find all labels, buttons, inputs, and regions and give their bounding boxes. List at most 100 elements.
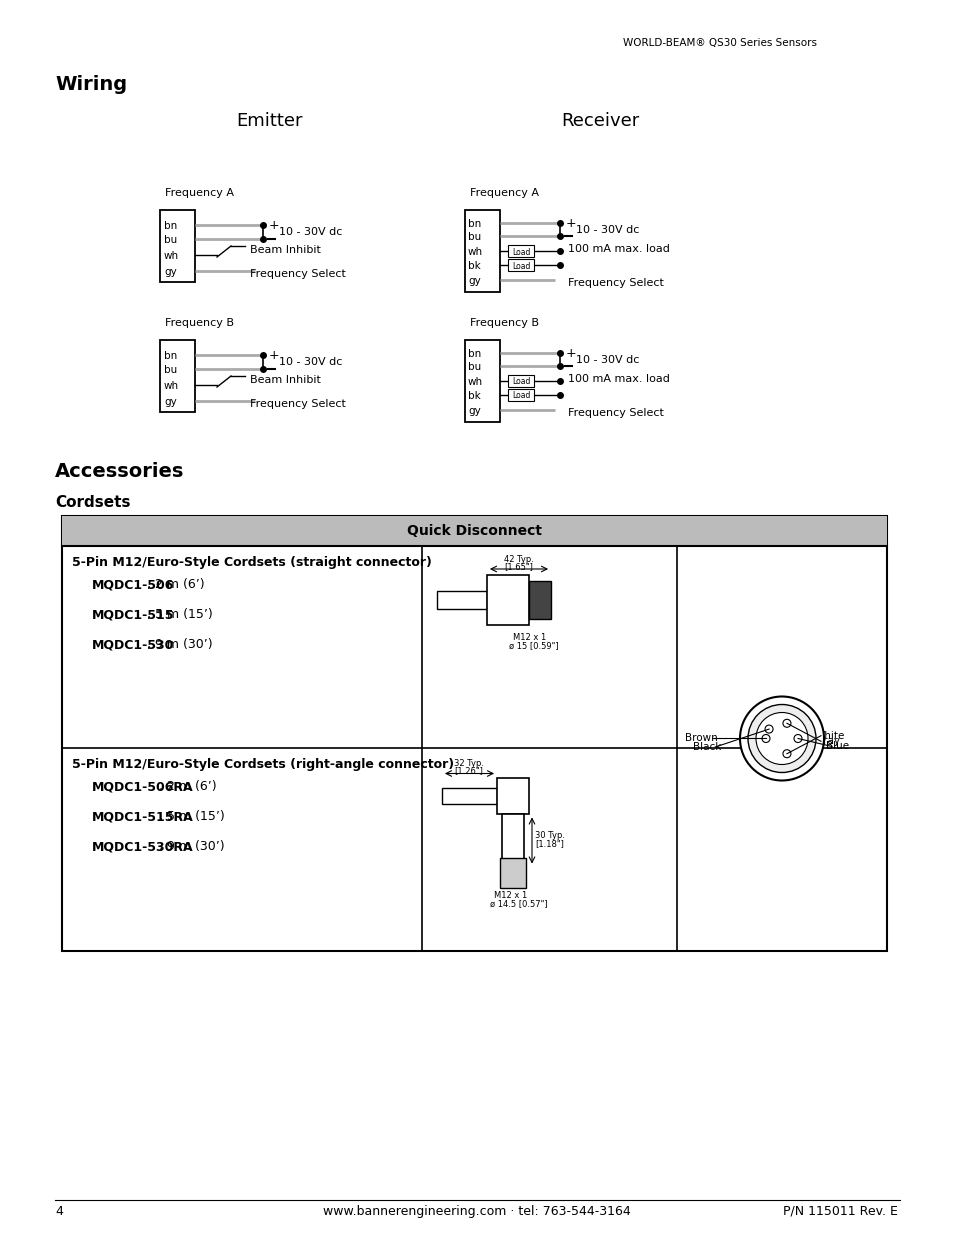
Text: M12 x 1: M12 x 1 (513, 634, 546, 642)
Bar (486, 576, 529, 625)
Text: wh: wh (468, 247, 482, 257)
Text: [1.26"]: [1.26"] (454, 767, 483, 776)
Text: Cordsets: Cordsets (55, 495, 131, 510)
Text: P/N 115011 Rev. E: P/N 115011 Rev. E (782, 1205, 897, 1218)
Text: MQDC1-506RA: MQDC1-506RA (91, 781, 193, 794)
Text: bu: bu (468, 362, 480, 372)
Text: gy: gy (468, 406, 480, 416)
Text: MQDC1-515: MQDC1-515 (91, 608, 174, 621)
Text: gy: gy (164, 267, 176, 277)
Text: 10 - 30V dc: 10 - 30V dc (278, 357, 342, 367)
Text: Emitter: Emitter (236, 112, 303, 130)
Text: Blue: Blue (825, 741, 848, 752)
Text: gy: gy (468, 275, 480, 287)
Text: , 9 m (30’): , 9 m (30’) (147, 638, 213, 651)
Text: 32 Typ.: 32 Typ. (454, 760, 483, 768)
Text: bk: bk (468, 391, 480, 401)
Text: bn: bn (468, 350, 480, 359)
Text: bu: bu (468, 232, 480, 242)
Text: bu: bu (164, 235, 177, 245)
Text: MQDC1-530RA: MQDC1-530RA (91, 841, 193, 853)
Text: Gray: Gray (814, 736, 839, 746)
Text: Brown: Brown (684, 734, 718, 743)
Text: , 2 m (6’): , 2 m (6’) (159, 781, 216, 794)
Text: Load: Load (511, 247, 530, 257)
Text: +: + (565, 217, 576, 230)
Text: Frequency Select: Frequency Select (567, 278, 663, 288)
Text: bn: bn (164, 351, 177, 361)
Text: MQDC1-506: MQDC1-506 (91, 578, 174, 592)
Bar (464, 340, 499, 422)
Text: Quick Disconnect: Quick Disconnect (407, 524, 541, 538)
Text: Load: Load (511, 391, 530, 400)
Text: Frequency Select: Frequency Select (250, 399, 346, 409)
Text: bu: bu (164, 366, 177, 375)
Bar (160, 210, 194, 282)
Text: , 5 m (15’): , 5 m (15’) (147, 608, 213, 621)
Text: wh: wh (164, 382, 179, 391)
Text: 100 mA max. load: 100 mA max. load (567, 245, 669, 254)
Bar (507, 389, 534, 401)
Text: Frequency B: Frequency B (470, 317, 538, 329)
Circle shape (782, 750, 790, 758)
Bar (62, 516, 886, 951)
Circle shape (755, 713, 807, 764)
Bar (529, 580, 551, 619)
Text: [1.65"]: [1.65"] (504, 562, 533, 571)
Text: 5-Pin M12/Euro-Style Cordsets (straight connector): 5-Pin M12/Euro-Style Cordsets (straight … (71, 556, 432, 569)
Text: +: + (269, 219, 279, 232)
Text: WORLD-BEAM® QS30 Series Sensors: WORLD-BEAM® QS30 Series Sensors (622, 38, 816, 48)
Text: bn: bn (164, 221, 177, 231)
Text: gy: gy (164, 396, 176, 408)
Text: M12 x 1: M12 x 1 (494, 892, 527, 900)
Bar (441, 788, 497, 804)
Text: bn: bn (468, 219, 480, 228)
Text: Frequency A: Frequency A (470, 188, 538, 198)
Text: Wiring: Wiring (55, 75, 127, 94)
Text: 100 mA max. load: 100 mA max. load (567, 374, 669, 384)
Circle shape (740, 697, 823, 781)
Bar (507, 259, 534, 270)
Text: 10 - 30V dc: 10 - 30V dc (576, 225, 639, 235)
Bar (501, 815, 523, 867)
Bar (499, 858, 525, 888)
Bar (507, 245, 534, 257)
Text: wh: wh (164, 251, 179, 261)
Text: Load: Load (511, 262, 530, 270)
Text: +: + (269, 350, 279, 362)
Bar (160, 340, 194, 412)
Text: Frequency Select: Frequency Select (567, 408, 663, 417)
Bar (507, 375, 534, 387)
Bar (436, 592, 486, 609)
Text: , 2 m (6’): , 2 m (6’) (147, 578, 204, 592)
Text: Accessories: Accessories (55, 462, 184, 480)
Text: 10 - 30V dc: 10 - 30V dc (576, 354, 639, 366)
Text: MQDC1-515RA: MQDC1-515RA (91, 810, 193, 824)
Text: MQDC1-530: MQDC1-530 (91, 638, 174, 651)
Text: White: White (814, 731, 844, 741)
Text: , 5 m (15’): , 5 m (15’) (159, 810, 225, 824)
Text: Frequency A: Frequency A (165, 188, 233, 198)
Circle shape (764, 725, 772, 734)
Text: Receiver: Receiver (560, 112, 639, 130)
Bar (62, 516, 886, 546)
Circle shape (747, 704, 815, 773)
Circle shape (761, 735, 769, 742)
Text: wh: wh (468, 377, 482, 387)
Text: Black: Black (692, 742, 720, 752)
Circle shape (782, 719, 790, 727)
Text: 10 - 30V dc: 10 - 30V dc (278, 227, 342, 237)
Text: bk: bk (468, 261, 480, 270)
Text: , 9 m (30’): , 9 m (30’) (159, 841, 225, 853)
Bar (497, 778, 529, 815)
Text: Frequency B: Frequency B (165, 317, 233, 329)
Text: 42 Typ.: 42 Typ. (503, 555, 534, 564)
Text: Load: Load (511, 378, 530, 387)
Text: [1.18"]: [1.18"] (535, 840, 563, 848)
Text: www.bannerengineering.com · tel: 763-544-3164: www.bannerengineering.com · tel: 763-544… (323, 1205, 630, 1218)
Text: 4: 4 (55, 1205, 63, 1218)
Text: 5-Pin M12/Euro-Style Cordsets (right-angle connector): 5-Pin M12/Euro-Style Cordsets (right-ang… (71, 758, 454, 772)
Text: ø 14.5 [0.57"]: ø 14.5 [0.57"] (490, 899, 547, 909)
Text: Frequency Select: Frequency Select (250, 269, 346, 279)
Text: Beam Inhibit: Beam Inhibit (250, 245, 320, 254)
